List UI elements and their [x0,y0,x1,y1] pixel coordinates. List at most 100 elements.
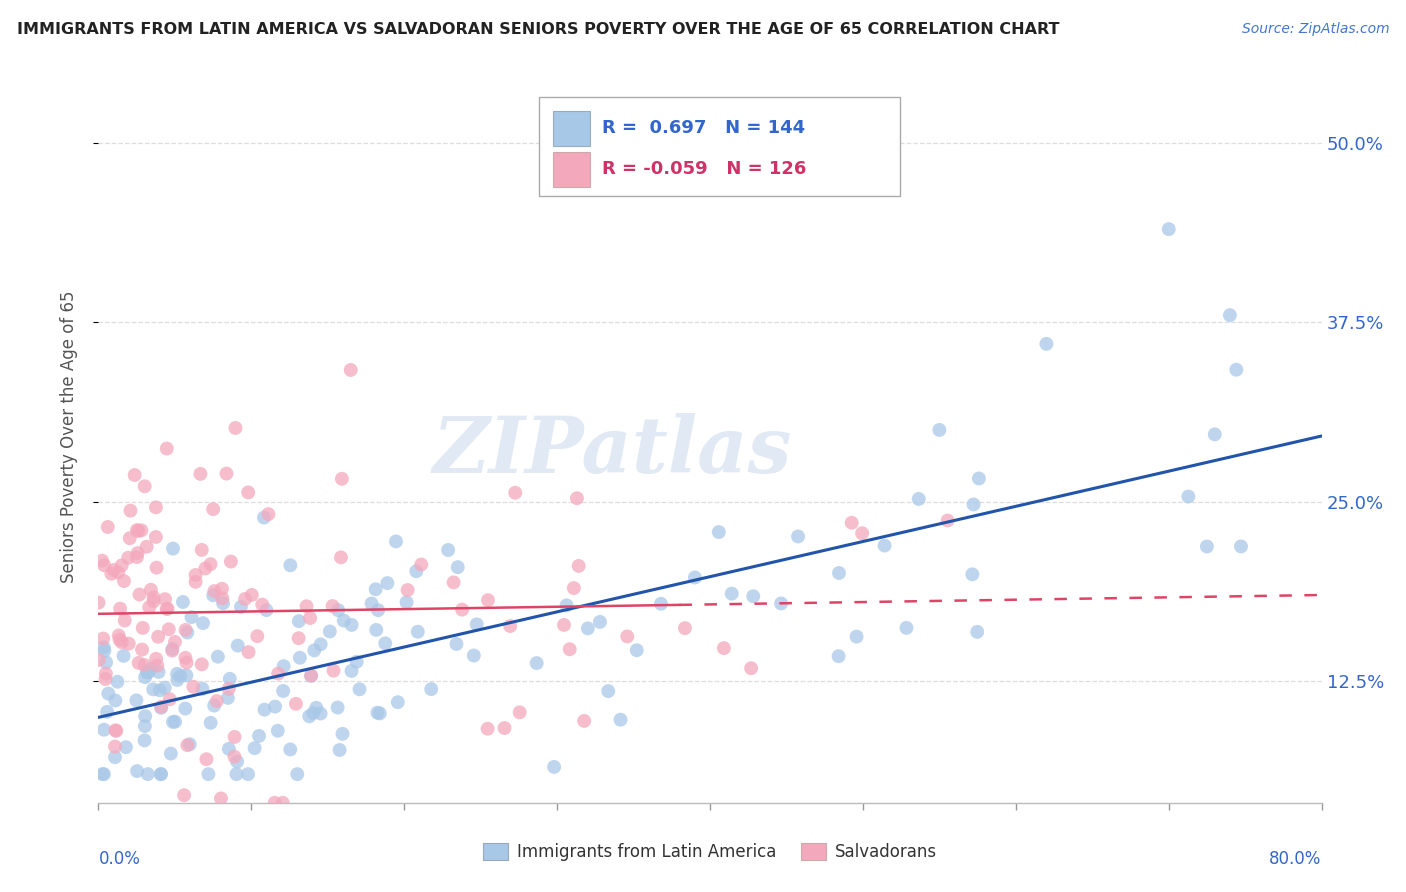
Point [928,423,950,437]
Point [562,581,585,595]
Point [93,644,115,658]
Point [145,560,167,574]
Point [339,363,361,377]
Point [169,669,191,683]
Point [132,621,155,635]
Point [328,603,350,617]
Point [247,729,270,743]
Point [104,723,127,738]
Point [330,472,353,486]
FancyBboxPatch shape [538,97,900,195]
Point [263,796,285,810]
Point [443,575,465,590]
Point [107,566,129,580]
Point [406,624,429,639]
Point [366,623,388,637]
Point [117,550,139,565]
Point [197,767,219,781]
Point [190,467,212,481]
Point [364,582,387,597]
Point [499,619,522,633]
Point [184,568,207,582]
Point [96,705,118,719]
Point [125,693,148,707]
Point [828,566,851,580]
Point [225,767,247,781]
Point [209,791,232,805]
Point [136,767,159,781]
Point [340,618,363,632]
Point [845,630,868,644]
Point [589,615,612,629]
Point [183,680,205,694]
Point [936,514,959,528]
Point [322,599,344,613]
Point [720,586,742,600]
Point [349,682,371,697]
Point [396,582,419,597]
Point [176,625,198,640]
Text: 80.0%: 80.0% [1270,850,1322,868]
Point [218,681,240,696]
Point [91,767,114,781]
Point [128,587,150,601]
Point [118,531,141,545]
Point [145,652,167,666]
Point [238,645,260,659]
Point [174,701,197,715]
Point [219,555,242,569]
Point [166,666,188,681]
Point [108,632,131,647]
Point [153,592,176,607]
Point [145,500,167,515]
Point [125,550,148,565]
Point [962,567,984,582]
Point [967,471,990,485]
Point [271,796,294,810]
Point [146,658,169,673]
Point [131,642,153,657]
Point [224,730,246,744]
Point [159,692,181,706]
Point [118,637,141,651]
Point [172,595,194,609]
Point [202,584,225,599]
Point [329,743,352,757]
Point [246,629,269,643]
Point [385,534,408,549]
Point [202,502,225,516]
Point [125,764,148,778]
Point [626,643,648,657]
Point [180,610,202,624]
Point [142,591,165,605]
Point [211,582,233,596]
Point [236,767,259,781]
Point [150,699,173,714]
Point [288,614,311,628]
Point [191,681,214,696]
Point [97,687,120,701]
Point [841,516,863,530]
Point [104,750,127,764]
Point [295,599,318,614]
Point [135,665,157,680]
Point [713,641,735,656]
Point [160,747,183,761]
Point [1157,222,1180,236]
Point [176,668,198,682]
Point [707,524,730,539]
Point [194,561,217,575]
Point [1219,308,1241,322]
Point [420,682,443,697]
Point [112,574,135,588]
Point [299,669,322,683]
Point [91,554,114,568]
Point [787,529,810,543]
Point [94,656,117,670]
Point [162,541,184,556]
Point [120,503,142,517]
Point [598,684,620,698]
Point [134,733,156,747]
Point [447,560,470,574]
Point [93,640,115,655]
